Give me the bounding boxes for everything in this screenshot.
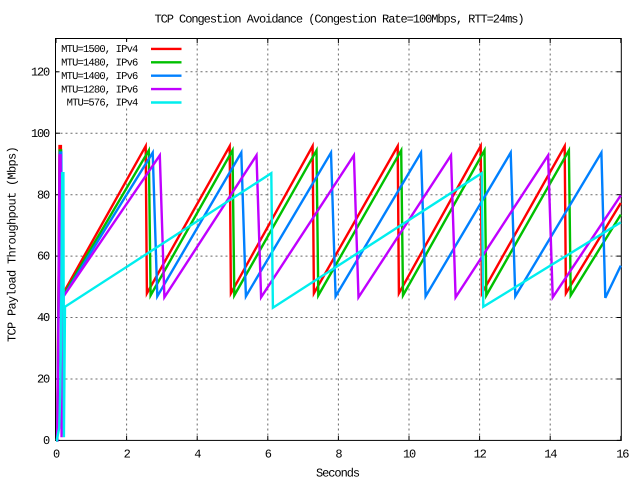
svg-text:20: 20 [37,373,50,387]
svg-text:TCP Payload Throughpout (Mbps): TCP Payload Throughpout (Mbps) [6,147,20,342]
svg-text:12: 12 [474,448,487,462]
svg-text:8: 8 [335,448,342,462]
svg-text:10: 10 [403,448,416,462]
svg-text:MTU=1480, IPv6: MTU=1480, IPv6 [61,58,138,70]
svg-text:MTU=1400, IPv6: MTU=1400, IPv6 [61,71,138,83]
svg-text:14: 14 [544,448,557,462]
svg-text:4: 4 [194,448,201,462]
svg-text:MTU=576, IPv4: MTU=576, IPv4 [67,98,138,110]
svg-text:60: 60 [37,250,50,264]
svg-text:MTU=1280, IPv6: MTU=1280, IPv6 [61,84,138,96]
svg-text:6: 6 [265,448,272,462]
svg-text:16: 16 [616,448,629,462]
svg-text:80: 80 [37,188,50,202]
svg-text:0: 0 [53,448,60,462]
svg-text:100: 100 [31,127,50,141]
svg-text:120: 120 [31,65,50,79]
svg-text:2: 2 [124,448,131,462]
svg-text:Seconds: Seconds [316,466,360,480]
svg-text:0: 0 [43,434,50,448]
svg-text:TCP Congestion Avoidance (Cong: TCP Congestion Avoidance (Congestion Rat… [154,13,523,27]
svg-text:MTU=1500, IPv4: MTU=1500, IPv4 [61,44,138,56]
svg-text:40: 40 [37,311,50,325]
